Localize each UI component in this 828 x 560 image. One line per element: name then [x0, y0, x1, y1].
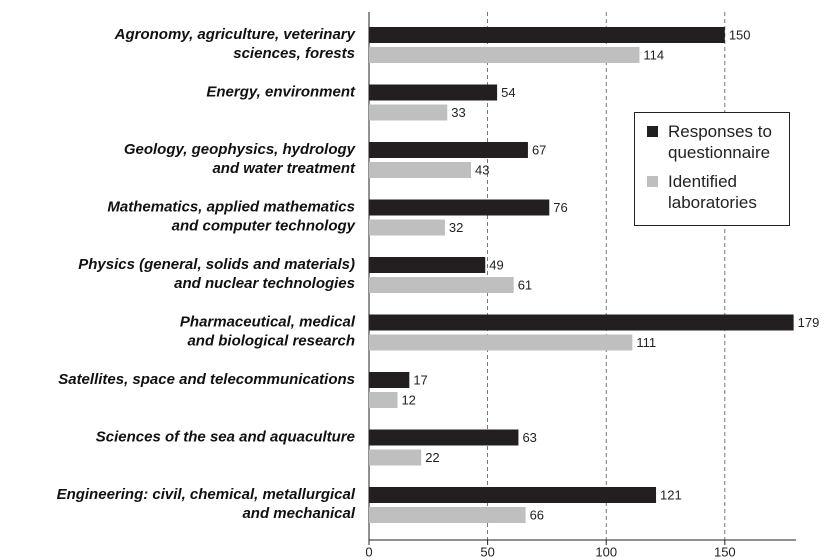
- bar: [369, 104, 448, 121]
- y-tick-label: and computer technology: [172, 217, 356, 234]
- x-tick-label: 0: [365, 544, 372, 559]
- legend-item: Responses to questionnaire: [647, 121, 781, 163]
- y-tick-label: Mathematics, applied mathematics: [107, 198, 355, 215]
- y-tick-label: Sciences of the sea and aquaculture: [96, 428, 355, 445]
- y-tick-label: Pharmaceutical, medical: [180, 313, 356, 330]
- bar: [369, 257, 486, 273]
- x-tick-label: 150: [714, 544, 736, 559]
- value-label: 76: [553, 200, 567, 215]
- value-label: 61: [518, 277, 532, 292]
- y-tick-label: Geology, geophysics, hydrology: [124, 141, 356, 158]
- bar: [369, 27, 725, 43]
- legend-item: Identified laboratories: [647, 171, 781, 213]
- y-tick-label: and biological research: [187, 332, 355, 349]
- bar: [369, 487, 657, 503]
- value-label: 111: [636, 335, 656, 350]
- y-tick-label: Satellites, space and telecommunications: [58, 371, 355, 388]
- value-label: 67: [532, 142, 546, 157]
- bar: [369, 314, 794, 331]
- bar: [369, 84, 498, 101]
- value-label: 54: [501, 85, 515, 100]
- bar: [369, 142, 528, 158]
- value-label: 66: [530, 507, 544, 522]
- y-tick-label: and nuclear technologies: [174, 275, 355, 292]
- value-label: 43: [475, 162, 489, 177]
- bar: [369, 199, 550, 216]
- value-label: 32: [449, 220, 463, 235]
- bar: [369, 162, 472, 178]
- y-tick-label: Physics (general, solids and materials): [78, 256, 355, 273]
- legend-swatch: [647, 176, 658, 187]
- legend-label: Identified laboratories: [668, 172, 757, 212]
- bar: [369, 277, 514, 293]
- value-label: 150: [729, 27, 751, 42]
- value-label: 33: [451, 105, 465, 120]
- x-tick-label: 100: [595, 544, 617, 559]
- value-label: 17: [413, 372, 427, 387]
- value-label: 22: [425, 450, 439, 465]
- y-tick-label: Agronomy, agriculture, veterinary: [114, 26, 356, 43]
- bar: [369, 47, 640, 63]
- value-label: 114: [643, 47, 664, 62]
- y-tick-label: and water treatment: [212, 160, 356, 177]
- legend-label: Responses to questionnaire: [668, 122, 772, 162]
- y-tick-label: Energy, environment: [206, 83, 356, 100]
- bar: [369, 429, 519, 446]
- value-label: 12: [401, 392, 415, 407]
- bar: [369, 372, 410, 388]
- bar: [369, 219, 445, 236]
- value-label: 63: [522, 430, 536, 445]
- bar: [369, 334, 633, 351]
- legend-swatch: [647, 126, 658, 137]
- bar: [369, 392, 398, 408]
- y-tick-label: sciences, forests: [233, 45, 355, 62]
- y-tick-label: and mechanical: [242, 505, 355, 522]
- value-label: 179: [798, 315, 820, 330]
- legend: Responses to questionnaire Identified lab…: [634, 112, 790, 226]
- value-label: 121: [660, 487, 682, 502]
- x-tick-label: 50: [480, 544, 494, 559]
- bar: [369, 507, 526, 523]
- value-label: 49: [489, 257, 503, 272]
- y-tick-label: Engineering: civil, chemical, metallurgi…: [57, 486, 356, 503]
- bar: [369, 449, 422, 466]
